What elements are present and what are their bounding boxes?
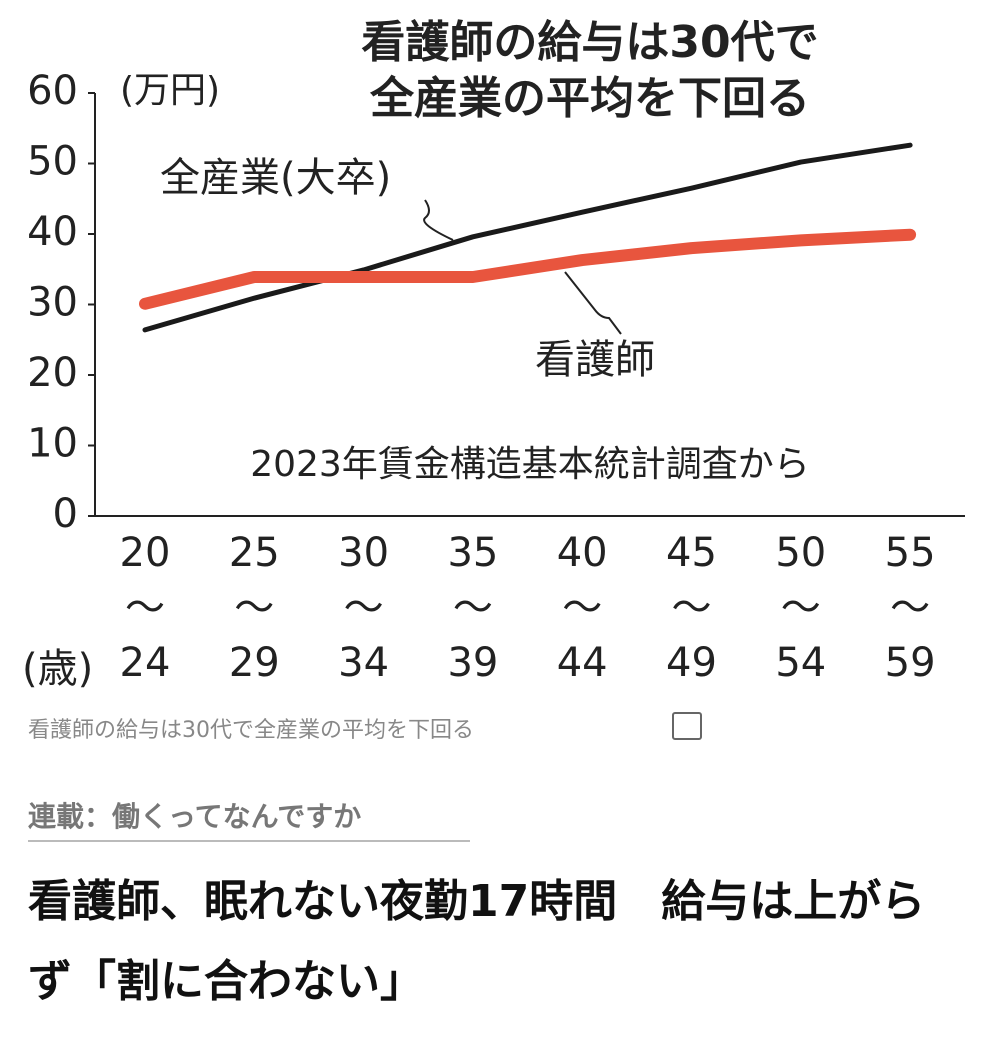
x-tick-label: 20 〜 24 [119, 530, 171, 686]
x-tick-label: 55 〜 59 [884, 530, 936, 686]
source-note: 2023年賃金構造基本統計調査から [250, 444, 810, 485]
x-tick-label: 45 〜 49 [666, 530, 717, 686]
series-line [139, 228, 917, 310]
series-label[interactable]: 連載：働くってなんですか [28, 800, 362, 833]
x-tick-label: 50 〜 54 [775, 530, 827, 686]
x-tick-label: 30 〜 34 [338, 530, 390, 686]
y-tick-label: 20 [27, 350, 78, 396]
y-tick-label: 60 [27, 68, 78, 114]
y-tick-label: 0 [53, 491, 78, 537]
leader-line [564, 271, 622, 335]
y-tick-label: 30 [27, 280, 78, 326]
series-label: 全産業(大卒) [160, 155, 391, 201]
y-tick-label: 40 [27, 209, 78, 255]
y-unit: (万円) [120, 70, 220, 111]
series-label: 看護師 [535, 337, 655, 383]
x-tick-label: 35 〜 39 [447, 530, 499, 686]
leader-line [423, 199, 454, 241]
chart-title: 看護師の給与は30代で全産業の平均を下回る [361, 17, 818, 124]
x-unit: (歳) [22, 646, 94, 692]
y-tick-label: 10 [27, 421, 78, 467]
series-line [142, 142, 913, 333]
x-tick-label: 40 〜 44 [556, 530, 608, 686]
image-icon[interactable] [672, 712, 702, 740]
headline: 看護師、眠れない夜勤17時間 給与は上がらず「割に合わない」 [28, 876, 926, 1007]
chart: 看護師の給与は30代で全産業の平均を下回る (万円) 2023年賃金構造基本統計… [27, 17, 965, 537]
x-tick-label: 25 〜 29 [228, 530, 280, 686]
underline [28, 840, 470, 842]
y-tick-label: 50 [27, 139, 78, 185]
image-caption: 看護師の給与は30代で全産業の平均を下回る [28, 718, 474, 743]
